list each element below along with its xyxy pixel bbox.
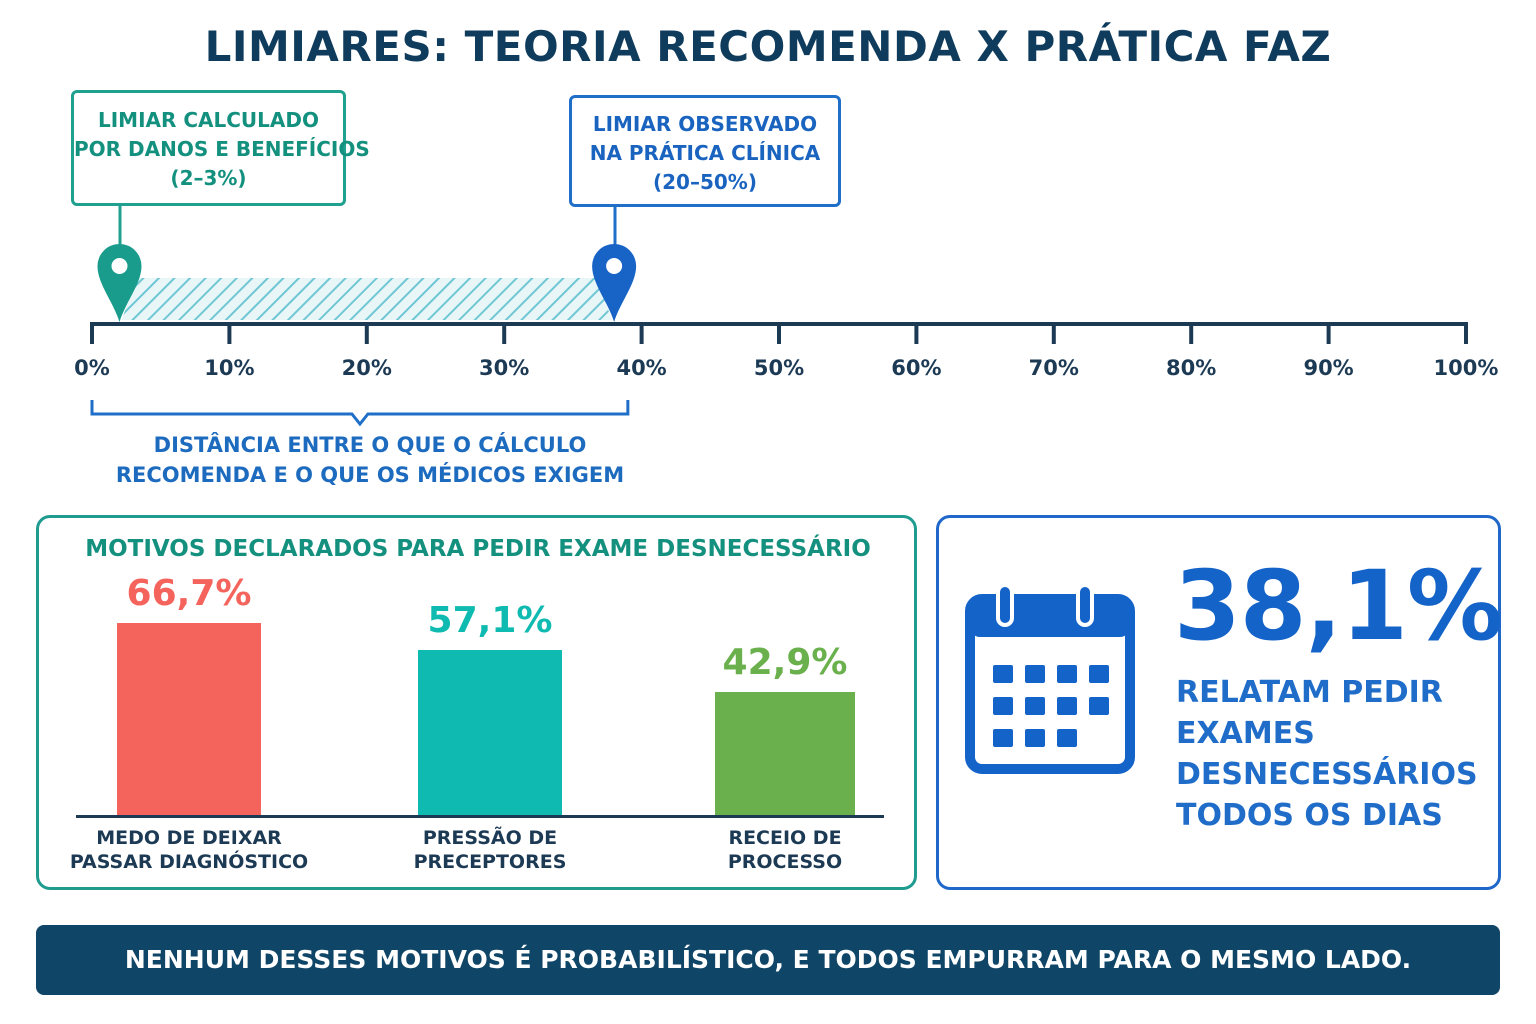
callout-line: POR DANOS E BENEFÍCIOS — [74, 137, 370, 161]
axis-tick-label: 80% — [1166, 356, 1217, 380]
bar-value-label: 57,1% — [427, 600, 553, 642]
pin-hole — [111, 258, 128, 274]
gap-label-line: RECOMENDA E O QUE OS MÉDICOS EXIGEM — [115, 463, 625, 487]
axis-tick-label: 100% — [1433, 356, 1499, 380]
stat-line: RELATAM PEDIR — [1176, 675, 1443, 710]
bar-value-label: 66,7% — [126, 572, 252, 614]
callout-line: (2–3%) — [170, 166, 247, 190]
chart-title: MOTIVOS DECLARADOS PARA PEDIR EXAME DESN… — [85, 536, 871, 562]
bar-category-line: MEDO DE DEIXAR — [96, 827, 282, 849]
pin-hole — [606, 258, 623, 274]
bar — [418, 650, 562, 816]
bar — [117, 622, 261, 816]
bar-category-line: PRECEPTORES — [413, 851, 567, 873]
gap-hatch-area — [121, 278, 613, 320]
gap-label-line: DISTÂNCIA ENTRE O QUE O CÁLCULO — [153, 433, 587, 457]
chart-baseline — [76, 815, 884, 818]
axis-tick-label: 50% — [753, 356, 805, 380]
bar-category-line: PROCESSO — [727, 851, 843, 873]
stat-line: DESNECESSÁRIOS — [1176, 757, 1478, 792]
callout-line: (20–50%) — [653, 170, 757, 194]
bar-category-label: PRESSÃO DE PRECEPTORES — [350, 826, 630, 874]
bar-category-line: PASSAR DIAGNÓSTICO — [69, 851, 309, 873]
threshold-scale — [90, 206, 1468, 427]
bar-category-line: RECEIO DE — [728, 827, 842, 849]
axis-tick-label: 70% — [1028, 356, 1079, 380]
callout-line: LIMIAR CALCULADO — [97, 108, 319, 132]
location-pin-icon — [97, 244, 142, 322]
footer-banner: NENHUM DESSES MOTIVOS É PROBABILÍSTICO, … — [36, 925, 1500, 995]
gap-bracket — [90, 400, 630, 427]
bar-value-label: 42,9% — [722, 641, 848, 683]
axis-tick-label: 20% — [341, 356, 392, 380]
stat-line: TODOS OS DIAS — [1176, 798, 1443, 833]
calculated-threshold-callout: LIMIAR CALCULADO POR DANOS E BENEFÍCIOS … — [71, 90, 370, 206]
bar-category-line: PRESSÃO DE — [422, 827, 558, 849]
axis-tick-label: 40% — [616, 356, 667, 380]
axis-tick-label: 10% — [204, 356, 255, 380]
location-pin-icon — [592, 244, 637, 322]
page-title: LIMIARES: TEORIA RECOMENDA X PRÁTICA FAZ — [204, 22, 1332, 71]
callout-line: LIMIAR OBSERVADO — [592, 112, 818, 136]
axis-tick-label: 30% — [479, 356, 530, 380]
bar-category-label: RECEIO DE PROCESSO — [645, 826, 925, 874]
bar-category-label: MEDO DE DEIXAR PASSAR DIAGNÓSTICO — [49, 826, 329, 874]
stat-description: RELATAM PEDIR EXAMES DESNECESSÁRIOS TODO… — [1176, 672, 1486, 836]
axis-tick-label: 90% — [1303, 356, 1354, 380]
axis-tick-label: 60% — [891, 356, 942, 380]
bar — [715, 691, 855, 816]
observed-threshold-callout: LIMIAR OBSERVADO NA PRÁTICA CLÍNICA (20–… — [569, 95, 841, 207]
calendar-icon — [965, 585, 1135, 774]
stat-line: EXAMES — [1176, 716, 1315, 751]
callout-line: NA PRÁTICA CLÍNICA — [589, 141, 821, 165]
axis-tick-label: 0% — [74, 356, 110, 380]
stat-value: 38,1% — [1174, 550, 1503, 662]
gap-label: DISTÂNCIA ENTRE O QUE O CÁLCULO RECOMEND… — [60, 430, 680, 490]
